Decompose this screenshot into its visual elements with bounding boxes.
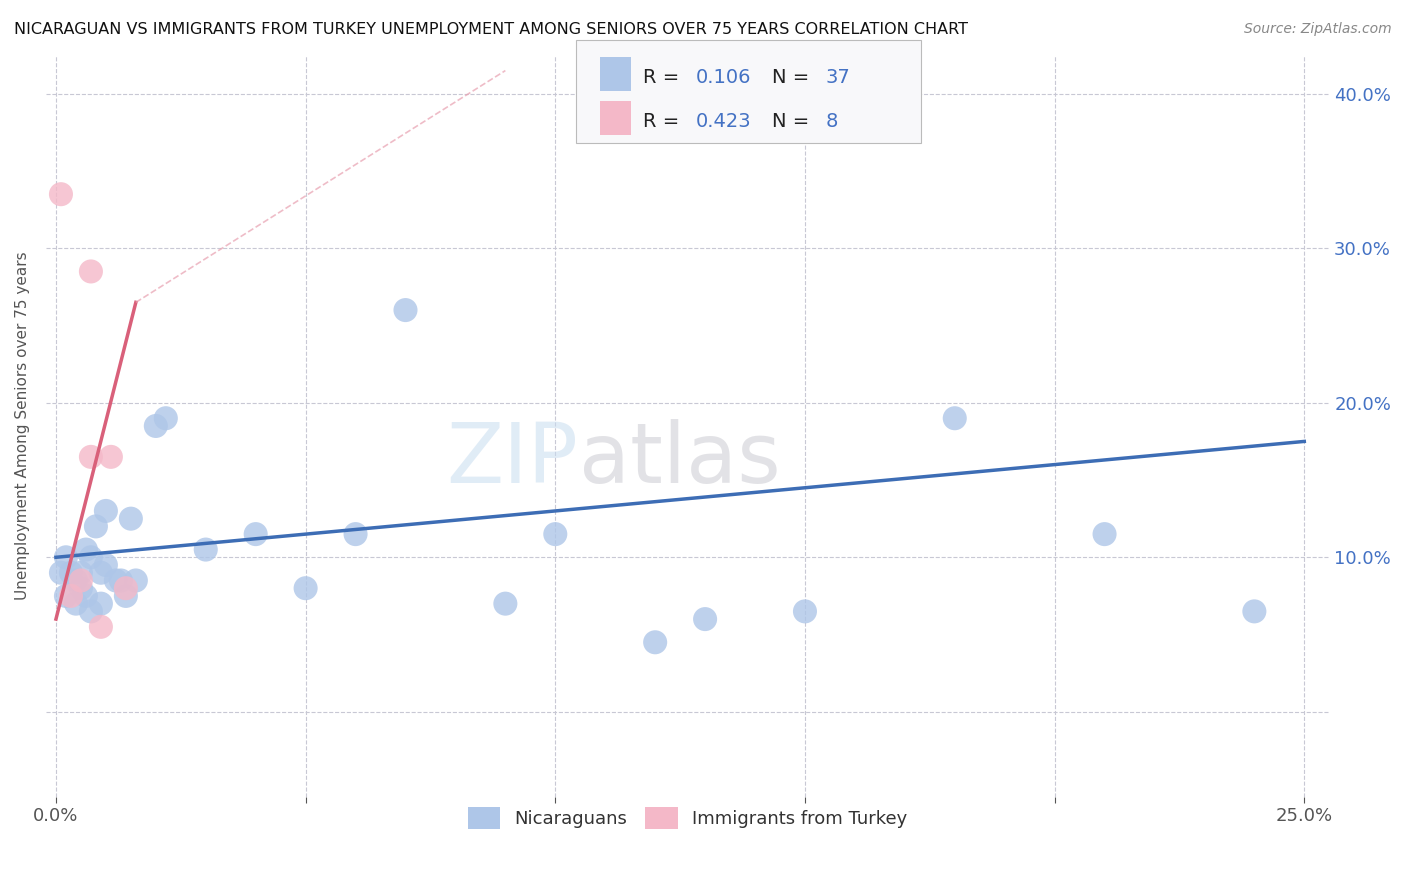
Point <box>94 504 117 518</box>
Point <box>245 527 267 541</box>
Point <box>943 411 966 425</box>
Point <box>94 558 117 572</box>
Point <box>544 527 567 541</box>
Point <box>55 550 77 565</box>
Point <box>80 264 103 278</box>
Point <box>70 581 93 595</box>
Point <box>90 620 112 634</box>
Point <box>49 566 72 580</box>
Text: R =: R = <box>643 68 685 87</box>
Point <box>794 604 817 618</box>
Point <box>125 574 148 588</box>
Point <box>90 566 112 580</box>
Y-axis label: Unemployment Among Seniors over 75 years: Unemployment Among Seniors over 75 years <box>15 252 30 600</box>
Text: N =: N = <box>772 68 815 87</box>
Text: R =: R = <box>643 112 685 131</box>
Point <box>65 574 87 588</box>
Point <box>155 411 177 425</box>
Point <box>394 303 416 318</box>
Point <box>80 550 103 565</box>
Text: 0.106: 0.106 <box>696 68 751 87</box>
Point <box>110 574 132 588</box>
Point <box>644 635 666 649</box>
Point <box>145 419 167 434</box>
Point <box>494 597 516 611</box>
Point <box>75 589 97 603</box>
Point <box>115 581 138 595</box>
Point <box>70 566 93 580</box>
Point <box>80 450 103 464</box>
Text: NICARAGUAN VS IMMIGRANTS FROM TURKEY UNEMPLOYMENT AMONG SENIORS OVER 75 YEARS CO: NICARAGUAN VS IMMIGRANTS FROM TURKEY UNE… <box>14 22 969 37</box>
Point <box>294 581 316 595</box>
Text: N =: N = <box>772 112 815 131</box>
Text: atlas: atlas <box>578 419 780 500</box>
Point <box>1243 604 1265 618</box>
Legend: Nicaraguans, Immigrants from Turkey: Nicaraguans, Immigrants from Turkey <box>460 799 915 836</box>
Point <box>1094 527 1116 541</box>
Point <box>194 542 217 557</box>
Point <box>84 519 107 533</box>
Point <box>59 589 82 603</box>
Text: ZIP: ZIP <box>447 419 578 500</box>
Point <box>104 574 127 588</box>
Point <box>65 597 87 611</box>
Point <box>55 589 77 603</box>
Point <box>49 187 72 202</box>
Point <box>80 604 103 618</box>
Text: 0.423: 0.423 <box>696 112 752 131</box>
Text: 37: 37 <box>825 68 851 87</box>
Point <box>115 589 138 603</box>
Text: Source: ZipAtlas.com: Source: ZipAtlas.com <box>1244 22 1392 37</box>
Point <box>70 574 93 588</box>
Point <box>75 542 97 557</box>
Point <box>344 527 367 541</box>
Point <box>90 597 112 611</box>
Text: 8: 8 <box>825 112 838 131</box>
Point <box>120 511 142 525</box>
Point <box>100 450 122 464</box>
Point <box>59 566 82 580</box>
Point <box>693 612 716 626</box>
